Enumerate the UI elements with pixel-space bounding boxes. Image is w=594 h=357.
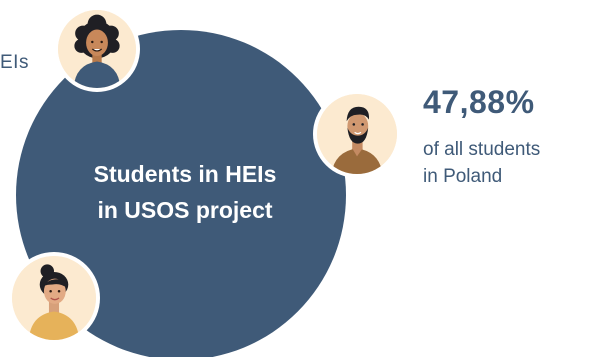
woman-bun-avatar-icon (12, 256, 96, 340)
stat-description: of all students in Poland (423, 136, 593, 190)
bearded-man-avatar-icon (317, 94, 397, 174)
stat-description-line-1: of all students (423, 139, 541, 160)
circle-title-line-1: Students in HEIs (93, 161, 277, 187)
stat-percentage: 47,88% (423, 84, 535, 120)
stat-description-line-2: in Poland (423, 166, 503, 187)
woman-curly-hair-avatar-icon (58, 10, 136, 88)
partial-label: EIs (0, 52, 29, 73)
circle-title: Students in HEIs in USOS project (55, 156, 315, 228)
circle-title-line-2: in USOS project (97, 197, 273, 223)
